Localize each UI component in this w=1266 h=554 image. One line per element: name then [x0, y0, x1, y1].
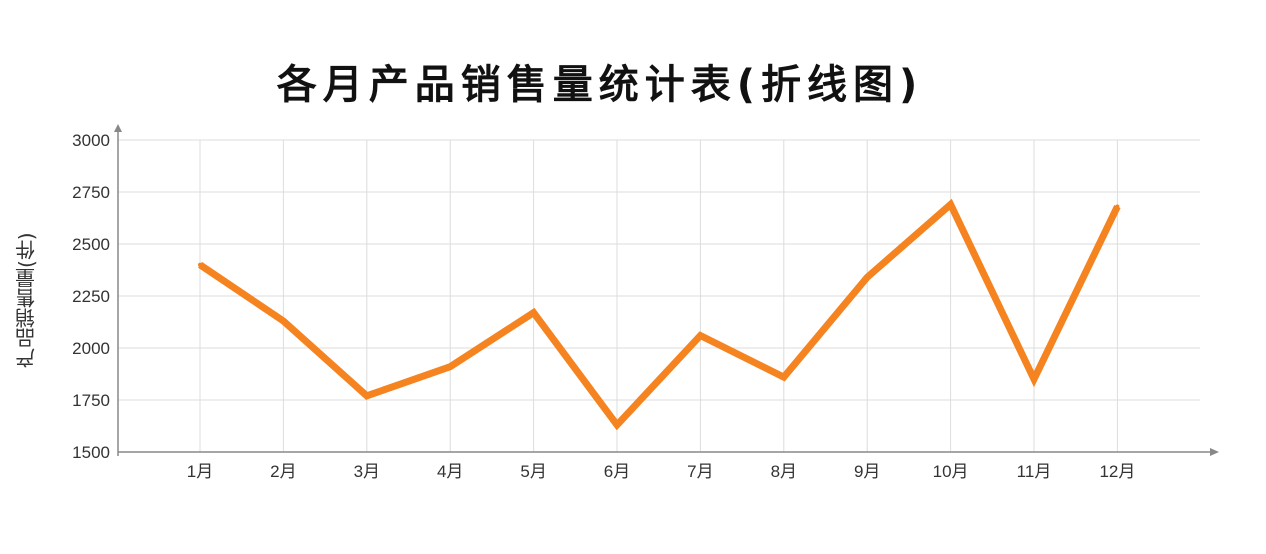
x-tick-label: 10月: [933, 462, 969, 481]
x-tick-label: 7月: [687, 462, 713, 481]
data-point: [865, 275, 870, 280]
x-tick-label: 8月: [771, 462, 797, 481]
x-tick-label: 5月: [520, 462, 546, 481]
x-tick-label: 2月: [270, 462, 296, 481]
series-line: [198, 198, 1121, 431]
y-tick-label: 2000: [72, 339, 110, 358]
x-tick-label: 1月: [187, 462, 213, 481]
y-axis-arrow: [114, 124, 122, 132]
y-tick-label: 2500: [72, 235, 110, 254]
data-point: [198, 262, 202, 267]
x-tick-label: 6月: [604, 462, 630, 481]
data-point: [781, 375, 786, 380]
y-tick-label: 1500: [72, 443, 110, 462]
data-point: [1115, 204, 1120, 209]
x-tick-label: 9月: [854, 462, 880, 481]
chart-title: 各月产品销售量统计表(折线图): [276, 62, 924, 108]
y-tick-label: 3000: [72, 131, 110, 150]
data-point: [281, 318, 286, 323]
data-point: [364, 393, 369, 398]
y-tick-label: 2250: [72, 287, 110, 306]
data-point: [1032, 377, 1036, 382]
x-tick-label: 3月: [354, 462, 380, 481]
x-tick-label: 4月: [437, 462, 463, 481]
data-point: [698, 333, 703, 338]
y-tick-label: 2750: [72, 183, 110, 202]
data-point: [615, 422, 619, 427]
x-axis-arrow: [1210, 448, 1219, 456]
data-point: [448, 364, 453, 369]
x-tick-label: 12月: [1099, 462, 1135, 481]
y-tick-label: 1750: [72, 391, 110, 410]
x-tick-label: 11月: [1017, 462, 1052, 481]
data-point: [948, 202, 953, 207]
data-point: [531, 310, 536, 315]
